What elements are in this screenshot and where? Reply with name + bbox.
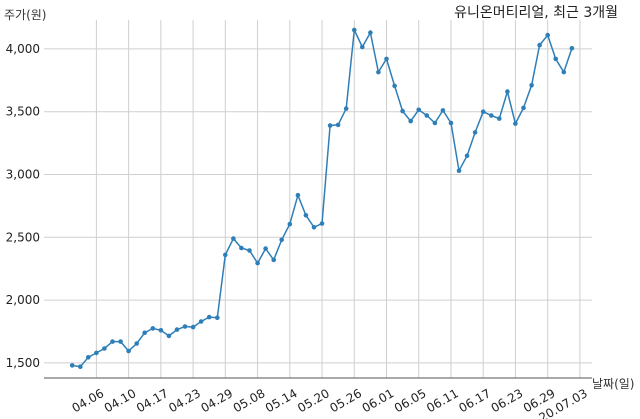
x-tick-label: 04.17 xyxy=(134,386,171,415)
x-axis-label: 날짜(일) xyxy=(592,377,634,391)
data-point xyxy=(215,315,220,321)
data-point xyxy=(432,120,438,126)
data-point xyxy=(489,113,494,118)
data-point xyxy=(158,328,164,333)
x-tick-label: 04.23 xyxy=(166,386,203,415)
data-point xyxy=(190,324,196,330)
data-point xyxy=(287,221,293,227)
data-point xyxy=(424,113,430,118)
data-point xyxy=(416,107,422,113)
data-point xyxy=(166,333,172,339)
chart-title: 유니온머티리얼, 최근 3개월 xyxy=(454,5,618,21)
data-point xyxy=(464,153,470,158)
data-point xyxy=(569,46,575,51)
y-tick-label: 3,000 xyxy=(6,168,40,182)
data-point xyxy=(497,116,502,121)
data-point xyxy=(408,118,414,124)
data-point xyxy=(384,56,389,62)
data-point xyxy=(78,364,83,370)
x-tick-label: 05.20 xyxy=(295,386,332,415)
data-point xyxy=(126,348,131,354)
data-point xyxy=(335,122,341,128)
data-point xyxy=(223,252,228,258)
data-point xyxy=(537,42,542,48)
data-point xyxy=(118,339,123,344)
data-point xyxy=(279,237,285,243)
y-tick-labels: 1,500 2,000 2,500 3,000 3,500 4,000 xyxy=(6,42,40,370)
y-grid xyxy=(44,48,592,364)
x-tick-label: 04.06 xyxy=(70,386,107,415)
data-point xyxy=(142,330,147,336)
data-point xyxy=(174,327,180,332)
data-point xyxy=(255,260,260,266)
data-point xyxy=(392,83,397,89)
data-point xyxy=(521,105,526,111)
data-point xyxy=(561,69,567,75)
data-point xyxy=(480,109,486,114)
data-point xyxy=(529,83,534,88)
data-point xyxy=(311,225,317,230)
x-tick-labels: 04.0604.1004.1704.2304.2905.0805.1405.20… xyxy=(70,386,590,419)
x-tick-label: 06.05 xyxy=(392,386,429,415)
data-point xyxy=(295,192,301,198)
y-tick-label: 1,500 xyxy=(6,356,40,370)
data-point xyxy=(134,341,139,346)
data-point xyxy=(376,69,381,75)
x-tick-label: 04.10 xyxy=(102,386,139,415)
data-point xyxy=(368,30,373,35)
data-point xyxy=(472,130,478,135)
data-point xyxy=(150,326,156,331)
data-point xyxy=(456,168,462,173)
price-points xyxy=(69,27,575,370)
data-point xyxy=(271,257,277,263)
x-tick-label: 06.01 xyxy=(360,386,397,415)
data-point xyxy=(505,89,510,94)
data-point xyxy=(545,32,550,38)
data-point xyxy=(198,319,204,324)
y-tick-label: 4,000 xyxy=(6,42,40,56)
data-point xyxy=(94,350,99,356)
x-tick-label: 06.17 xyxy=(456,386,493,415)
data-point xyxy=(440,108,446,113)
x-tick-label: 05.14 xyxy=(263,386,300,415)
data-point xyxy=(263,246,268,251)
x-tick-label: 06.11 xyxy=(424,386,461,415)
data-point xyxy=(231,236,236,241)
x-tick-label: 05.26 xyxy=(327,386,364,415)
data-point xyxy=(360,44,365,50)
x-tick-label: 06.23 xyxy=(489,386,526,415)
data-point xyxy=(206,314,212,320)
y-axis-label: 주가(원) xyxy=(4,8,46,22)
data-point xyxy=(513,121,518,126)
data-point xyxy=(553,56,558,62)
data-point xyxy=(327,123,333,128)
data-point xyxy=(110,339,115,344)
y-tick-label: 2,500 xyxy=(6,230,40,244)
x-grid xyxy=(95,20,581,378)
data-point xyxy=(86,355,91,360)
x-tick-label: 04.29 xyxy=(198,386,235,415)
data-point xyxy=(69,363,75,368)
y-tick-label: 2,000 xyxy=(6,293,40,307)
data-point xyxy=(448,120,454,126)
data-point xyxy=(303,213,309,218)
data-point xyxy=(247,248,252,253)
y-tick-label: 3,500 xyxy=(6,105,40,119)
data-point xyxy=(343,106,349,111)
data-point xyxy=(182,324,188,329)
data-point xyxy=(239,245,244,251)
data-point xyxy=(400,108,405,114)
data-point xyxy=(102,346,107,351)
data-point xyxy=(352,27,357,33)
x-tick-label: 05.08 xyxy=(231,386,268,415)
data-point xyxy=(319,221,325,226)
